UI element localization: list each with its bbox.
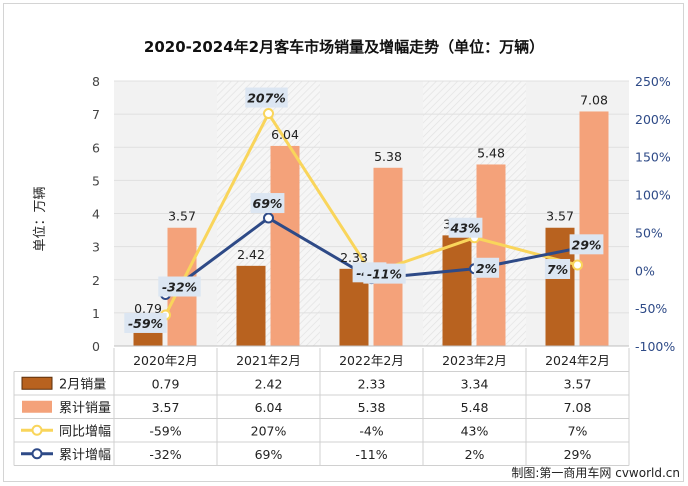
line-data-label: -32% <box>162 280 197 295</box>
line-data-label: 43% <box>450 221 481 236</box>
legend-marker <box>31 448 43 460</box>
table-cell: 2% <box>465 447 485 462</box>
table-cell: 5.48 <box>461 400 489 415</box>
line-label-box <box>363 263 406 284</box>
y-tick-label: 2 <box>92 273 100 288</box>
line-point <box>572 259 583 271</box>
table-cell: 2.42 <box>255 376 283 391</box>
y-tick-label: 0 <box>92 339 100 354</box>
bar-data-label: 0.79 <box>134 301 162 316</box>
line-label-box <box>473 257 500 278</box>
y2-tick-label: 250% <box>635 74 671 89</box>
source-note: 制图:第一商用车网 cvworld.cn <box>511 465 680 480</box>
line-label-box <box>569 234 604 255</box>
table-cell: -11% <box>355 447 387 462</box>
legend-label: 累计增幅 <box>59 448 111 463</box>
y-axis-label: 单位：万辆 <box>33 186 48 251</box>
chart-title: 2020-2024年2月客车市场销量及增幅走势（单位：万辆） <box>144 38 544 56</box>
x-category-label: 2022年2月 <box>339 353 404 368</box>
y2-tick-label: 0% <box>635 263 655 278</box>
line-label-box <box>158 276 201 297</box>
table-cell: 7.08 <box>564 400 592 415</box>
bar-data-label: 7.08 <box>580 92 608 107</box>
y-tick-label: 1 <box>92 306 100 321</box>
table-cell: 3.57 <box>564 376 592 391</box>
table-cell: 7% <box>568 423 588 438</box>
line-data-label: 69% <box>253 196 283 211</box>
table-cell: -4% <box>359 423 383 438</box>
table-cell: -59% <box>149 423 181 438</box>
table-cell: 207% <box>251 423 287 438</box>
table-cell: 43% <box>461 423 489 438</box>
x-category-label: 2021年2月 <box>236 353 301 368</box>
line-data-label: 29% <box>572 237 602 252</box>
bar <box>373 167 403 346</box>
bar-data-label: 2.42 <box>237 247 265 262</box>
line-label-box <box>544 258 571 279</box>
bar <box>442 235 472 346</box>
legend-swatch <box>21 376 53 390</box>
y2-tick-label: 100% <box>635 188 671 203</box>
line-label-box <box>448 217 483 238</box>
table-cell: 69% <box>255 447 283 462</box>
bar <box>236 265 266 346</box>
y-tick-label: 3 <box>92 240 100 255</box>
table-cell: 3.34 <box>461 376 489 391</box>
bar-data-label: 5.38 <box>374 149 402 164</box>
bar <box>579 111 609 346</box>
table-cell: -32% <box>149 447 181 462</box>
legend-label: 同比增幅 <box>59 424 111 439</box>
line-data-label: -59% <box>128 316 163 331</box>
y2-tick-label: 200% <box>635 112 671 127</box>
table-cell: 3.57 <box>152 400 180 415</box>
legend-label: 累计销量 <box>59 401 111 416</box>
legend-label: 2月销量 <box>59 377 106 392</box>
x-category-label: 2023年2月 <box>442 353 507 368</box>
table-cell: 5.38 <box>358 400 386 415</box>
table-cell: 6.04 <box>255 400 283 415</box>
x-category-label: 2020年2月 <box>133 353 198 368</box>
y-tick-label: 6 <box>92 140 100 155</box>
bar-data-label: 3.57 <box>168 209 196 224</box>
y-tick-label: 7 <box>92 107 100 122</box>
legend-swatch <box>22 400 52 413</box>
table-cell: 0.79 <box>152 376 180 391</box>
line-point <box>263 108 274 120</box>
y-tick-label: 8 <box>92 74 100 89</box>
y2-tick-label: 50% <box>635 225 663 240</box>
line-data-label: 7% <box>547 262 568 277</box>
line-data-label: -11% <box>367 267 402 282</box>
line-data-label: 2% <box>476 261 497 276</box>
legend-marker <box>31 424 43 436</box>
bar-data-label: 3.57 <box>546 209 574 224</box>
line-point <box>263 212 274 224</box>
y-tick-label: 5 <box>92 173 100 188</box>
bar-data-label: 2.33 <box>340 250 368 265</box>
y2-tick-label: 150% <box>635 150 671 165</box>
y2-tick-label: -100% <box>635 339 675 354</box>
line-label-box <box>124 312 167 333</box>
line-data-label: 207% <box>247 91 286 106</box>
table-cell: 2.33 <box>358 376 386 391</box>
bar-data-label: 6.04 <box>271 127 299 142</box>
line-label-box <box>250 193 285 214</box>
sales-chart: 0.79 2.42 2.33 3.34 3.57 3.57 6.04 5.38 5.48 7.08… <box>13 38 680 480</box>
x-category-label: 2024年2月 <box>545 353 610 368</box>
bar <box>270 145 300 346</box>
table-cell: 29% <box>564 447 592 462</box>
bar-data-label: 5.48 <box>477 145 505 160</box>
y2-tick-label: -50% <box>635 301 667 316</box>
y-tick-label: 4 <box>92 207 100 222</box>
bar <box>476 164 506 346</box>
line-label-box <box>245 87 288 108</box>
chart-frame: 0.79 2.42 2.33 3.34 3.57 3.57 6.04 5.38 5.48 7.08… <box>3 3 684 482</box>
